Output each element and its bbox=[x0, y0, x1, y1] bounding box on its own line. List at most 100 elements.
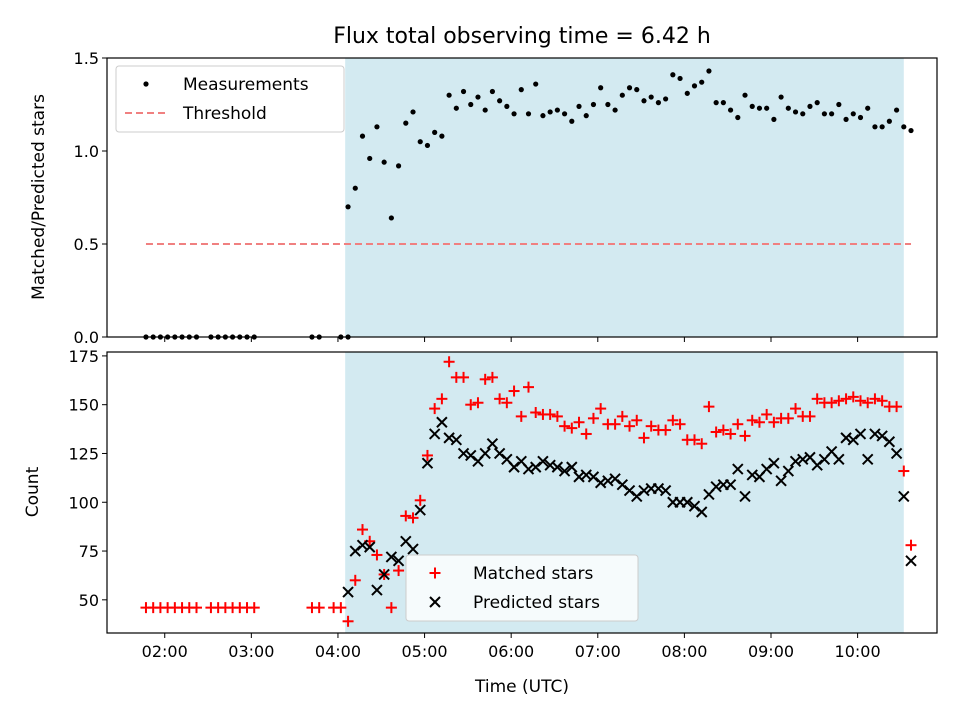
predicted-star-point bbox=[862, 453, 874, 466]
matched-star-point bbox=[587, 412, 599, 424]
measurement-point bbox=[742, 92, 748, 98]
matched-star-point bbox=[443, 356, 455, 368]
measurement-point bbox=[663, 96, 669, 102]
measurement-point bbox=[908, 127, 914, 134]
matched-star-point bbox=[190, 602, 202, 614]
count-legend-box bbox=[405, 554, 639, 622]
measurement-point bbox=[547, 109, 553, 115]
matched-star-point bbox=[645, 420, 657, 432]
matched-star-point bbox=[811, 393, 823, 405]
measurement-point bbox=[706, 68, 712, 74]
predicted-star-point bbox=[696, 506, 708, 518]
matched-star-point bbox=[631, 414, 643, 426]
measurement-point bbox=[533, 81, 539, 87]
measurement-point bbox=[807, 103, 813, 109]
measurement-point bbox=[901, 124, 907, 130]
matched-star-point bbox=[753, 416, 765, 428]
matched-star-point bbox=[660, 424, 672, 436]
legend-matched-label: Matched stars bbox=[473, 564, 593, 584]
matched-star-point bbox=[494, 393, 506, 405]
matched-star-point bbox=[356, 524, 368, 536]
measurement-point bbox=[439, 133, 445, 139]
matched-star-point bbox=[479, 373, 491, 385]
matched-star-point bbox=[826, 397, 838, 409]
measurement-point bbox=[482, 107, 488, 113]
matched-star-point bbox=[573, 416, 585, 428]
measurement-point bbox=[821, 111, 828, 117]
measurement-point bbox=[518, 87, 524, 93]
count-legend: Matched stars Predicted stars bbox=[405, 554, 639, 622]
matched-star-point bbox=[515, 410, 527, 422]
count-panel: 50 75 100 125 150 175 02:00 03:00 04:00 05:00 06:0… bbox=[23, 347, 938, 697]
measurement-point bbox=[626, 85, 633, 91]
measurement-point bbox=[424, 142, 431, 149]
measurement-point bbox=[410, 109, 416, 115]
matched-star-point bbox=[544, 408, 556, 420]
measurement-point bbox=[453, 105, 459, 111]
matched-star-point bbox=[595, 403, 607, 415]
matched-star-point bbox=[688, 434, 700, 446]
legend-predicted-label: Predicted stars bbox=[473, 593, 600, 613]
x-tick-label: 10:00 bbox=[835, 642, 881, 661]
predicted-star-point bbox=[364, 541, 376, 553]
measurement-point bbox=[612, 107, 618, 113]
legend-matched-marker bbox=[429, 567, 441, 579]
predicted-star-point bbox=[768, 457, 780, 469]
x-tick-label: 06:00 bbox=[488, 642, 534, 661]
x-tick-label: 08:00 bbox=[661, 642, 707, 661]
matched-star-point bbox=[833, 395, 845, 407]
matched-star-point bbox=[248, 602, 260, 614]
matched-star-point bbox=[429, 403, 441, 415]
measurement-point bbox=[432, 129, 438, 135]
matched-star-point bbox=[854, 395, 866, 407]
measurement-point bbox=[395, 163, 402, 169]
predicted-star-point bbox=[854, 428, 867, 440]
measurement-point bbox=[345, 204, 351, 210]
legend-predicted-marker bbox=[429, 596, 441, 608]
ratio-axes-frame bbox=[106, 57, 938, 338]
count-y-tick-label: 150 bbox=[68, 396, 99, 415]
chart-title: Flux total observing time = 6.42 h bbox=[333, 24, 711, 49]
matched-star-point bbox=[905, 539, 917, 551]
x-tick-label: 05:00 bbox=[402, 642, 448, 661]
matched-star-point bbox=[638, 432, 650, 444]
matched-star-point bbox=[407, 512, 419, 524]
measurement-point bbox=[764, 105, 770, 111]
matched-star-point bbox=[804, 410, 816, 422]
predicted-star-point bbox=[890, 447, 903, 460]
measurement-point bbox=[497, 98, 503, 104]
matched-star-point bbox=[609, 418, 621, 430]
predicted-star-point bbox=[421, 457, 434, 469]
matched-star-point bbox=[566, 422, 578, 434]
measurement-point bbox=[865, 105, 871, 111]
predicted-star-point bbox=[566, 461, 578, 473]
measurement-point bbox=[569, 118, 575, 124]
measurement-point bbox=[367, 155, 373, 162]
matched-star-point bbox=[472, 397, 484, 409]
matched-star-point bbox=[710, 426, 722, 438]
measurement-point bbox=[417, 139, 423, 145]
count-y-tick-label: 125 bbox=[68, 444, 99, 463]
measurement-point bbox=[684, 90, 690, 96]
measurement-point bbox=[670, 72, 676, 78]
matched-star-point bbox=[335, 602, 347, 614]
predicted-star-point bbox=[450, 434, 463, 446]
measurement-point bbox=[352, 185, 358, 191]
x-axis-label: Time (UTC) bbox=[474, 677, 569, 697]
predicted-star-point bbox=[732, 463, 744, 475]
legend-threshold-label: Threshold bbox=[182, 104, 267, 124]
measurement-point bbox=[489, 88, 496, 95]
matched-star-point bbox=[761, 408, 773, 420]
measurement-point bbox=[727, 107, 734, 113]
predicted-star-point bbox=[371, 584, 383, 596]
matched-star-point bbox=[696, 438, 708, 450]
legend-measurements-label: Measurements bbox=[183, 75, 309, 95]
measurement-point bbox=[619, 92, 625, 98]
x-tick-label: 03:00 bbox=[228, 642, 274, 661]
measurement-point bbox=[713, 100, 719, 106]
measurement-point bbox=[583, 113, 589, 119]
measurement-point bbox=[879, 124, 885, 130]
matched-star-point bbox=[891, 401, 903, 413]
matched-star-point bbox=[580, 428, 592, 440]
